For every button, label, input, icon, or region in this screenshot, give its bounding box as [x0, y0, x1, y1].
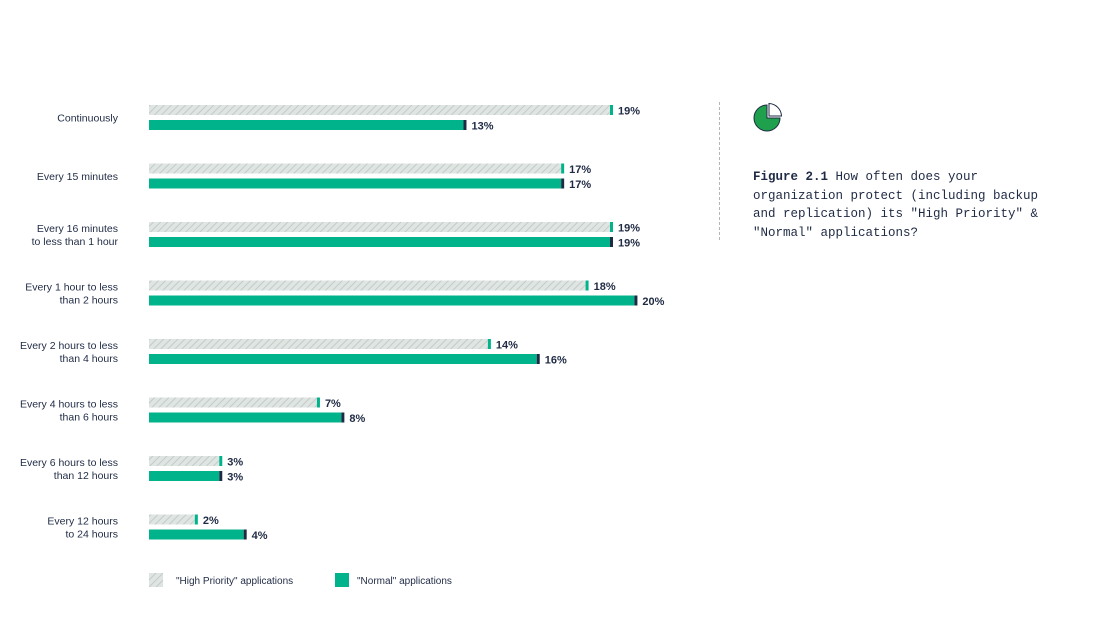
category-label-line: Every 12 hours [47, 516, 118, 528]
bar-high-priority [149, 514, 195, 525]
bar-end-cap-high-priority [194, 514, 198, 525]
category-label: Every 1 hour to less than 2 hours [25, 282, 118, 307]
bar-end-cap-high-priority [561, 163, 565, 174]
caption-text: How often does your organization protect… [753, 170, 1039, 240]
bar-normal [149, 178, 562, 189]
category-label-line: than 2 hours [60, 295, 118, 307]
bar-normal [149, 295, 635, 306]
figure-number: Figure 2.1 [753, 170, 829, 184]
value-label-high-priority: 2% [203, 515, 219, 527]
legend-label-high-priority: "High Priority" applications [176, 576, 293, 587]
figure-caption: Figure 2.1 How often does your organizat… [753, 168, 1053, 242]
value-label-high-priority: 3% [227, 457, 243, 469]
category-label: Every 16 minutes to less than 1 hour [32, 223, 119, 248]
category-label-line: Every 16 minutes [37, 223, 118, 235]
bar-end-cap-normal [536, 354, 540, 364]
bar-normal [149, 354, 537, 364]
bar-normal [149, 471, 220, 481]
bar-normal [149, 529, 244, 540]
bar-end-cap-high-priority [316, 397, 320, 408]
bar-end-cap-normal [610, 237, 613, 247]
pie-chart-icon [753, 103, 782, 132]
legend: "High Priority" applications "Normal" ap… [149, 573, 452, 587]
category-label-line: than 12 hours [54, 470, 118, 482]
value-label-high-priority: 14% [496, 340, 518, 352]
divider [719, 102, 720, 240]
bar-end-cap-normal [341, 412, 345, 423]
bar-high-priority [149, 397, 317, 408]
category-label: Every 6 hours to less than 12 hours [20, 457, 118, 482]
bar-end-cap-normal [243, 529, 247, 540]
value-label-normal: 13% [471, 121, 493, 133]
category-label-line: than 6 hours [60, 412, 118, 424]
bars-layer: Continuously 19% 13% Every 15 minutes 17% 17%… [20, 105, 665, 542]
bar-end-cap-high-priority [487, 339, 491, 349]
bar-high-priority [149, 105, 610, 115]
bar-normal [149, 237, 610, 247]
bar-end-cap-normal [463, 120, 467, 130]
category-label-line: Every 1 hour to less [25, 282, 118, 294]
category-label-line: to 24 hours [65, 529, 118, 541]
bar-end-cap-high-priority [610, 105, 613, 115]
bar-chart: Continuously 19% 13% Every 15 minutes 17% 17%… [20, 105, 665, 587]
bar-end-cap-high-priority [610, 222, 613, 232]
category-label-line: Every 2 hours to less [20, 340, 118, 352]
category-label-line: Every 15 minutes [37, 171, 118, 183]
value-label-high-priority: 18% [594, 281, 616, 293]
bar-normal [149, 120, 464, 130]
category-label: Every 4 hours to less than 6 hours [20, 399, 118, 424]
legend-swatch-normal [335, 573, 349, 587]
bar-end-cap-normal [561, 178, 565, 189]
value-label-normal: 20% [642, 296, 664, 308]
value-label-normal: 8% [349, 413, 365, 425]
category-label: Every 15 minutes [37, 171, 118, 183]
bar-end-cap-high-priority [219, 456, 223, 466]
value-label-normal: 16% [545, 355, 567, 367]
category-label-line: to less than 1 hour [32, 236, 119, 248]
bar-high-priority [149, 222, 610, 232]
value-label-high-priority: 19% [618, 106, 640, 118]
value-label-high-priority: 19% [618, 223, 640, 235]
value-label-high-priority: 17% [569, 164, 591, 176]
bar-high-priority [149, 163, 562, 174]
category-label-line: Every 6 hours to less [20, 457, 118, 469]
value-label-high-priority: 7% [325, 398, 341, 410]
bar-high-priority [149, 456, 220, 466]
legend-label-normal: "Normal" applications [357, 576, 452, 587]
category-label: Every 12 hours to 24 hours [47, 516, 118, 541]
bar-end-cap-normal [219, 471, 223, 481]
bar-normal [149, 412, 342, 423]
value-label-normal: 3% [227, 472, 243, 484]
value-label-normal: 17% [569, 179, 591, 191]
bar-high-priority [149, 339, 488, 349]
category-label-line: than 4 hours [60, 353, 118, 365]
value-label-normal: 4% [252, 530, 268, 542]
category-label: Every 2 hours to less than 4 hours [20, 340, 118, 365]
value-label-normal: 19% [618, 238, 640, 250]
bar-high-priority [149, 280, 586, 291]
bar-end-cap-normal [634, 295, 638, 306]
bar-end-cap-high-priority [585, 280, 589, 291]
legend-swatch-high-priority [149, 573, 163, 587]
category-label-line: Every 4 hours to less [20, 399, 118, 411]
category-label: Continuously [57, 113, 118, 125]
category-label-line: Continuously [57, 113, 118, 125]
